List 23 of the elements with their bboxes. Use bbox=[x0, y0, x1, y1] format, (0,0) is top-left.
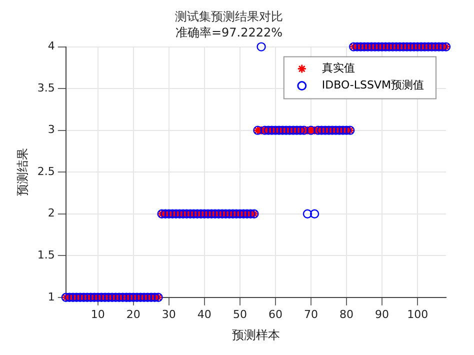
y-tick-label: 1.5 bbox=[37, 248, 55, 262]
chart-title: 测试集预测结果对比 bbox=[175, 9, 283, 24]
x-axis-title: 预测样本 bbox=[232, 328, 280, 342]
x-tick-label: 80 bbox=[340, 308, 354, 321]
y-tick-label: 4 bbox=[48, 40, 55, 53]
y-tick-label: 1 bbox=[48, 290, 55, 304]
x-tick-label: 40 bbox=[197, 308, 212, 321]
y-tick-label: 2 bbox=[48, 206, 55, 220]
chart-subtitle: 准确率=97.2222% bbox=[175, 26, 283, 40]
x-tick-label: 60 bbox=[268, 308, 282, 321]
x-tick-label: 30 bbox=[162, 308, 176, 321]
x-tick-label: 20 bbox=[126, 308, 140, 321]
x-tick-label: 70 bbox=[304, 308, 318, 321]
x-tick-label: 90 bbox=[375, 308, 390, 321]
x-tick-label: 100 bbox=[407, 308, 428, 321]
y-axis-title: 预测结果 bbox=[15, 148, 30, 196]
legend-label: IDBO-LSSVM预测值 bbox=[322, 78, 424, 92]
y-tick-label: 3.5 bbox=[37, 81, 55, 94]
x-tick-label: 10 bbox=[90, 308, 105, 321]
legend-label: 真实值 bbox=[322, 62, 355, 75]
y-tick-label: 2.5 bbox=[37, 164, 55, 178]
y-tick-label: 3 bbox=[48, 123, 55, 136]
x-tick-label: 50 bbox=[232, 308, 247, 321]
